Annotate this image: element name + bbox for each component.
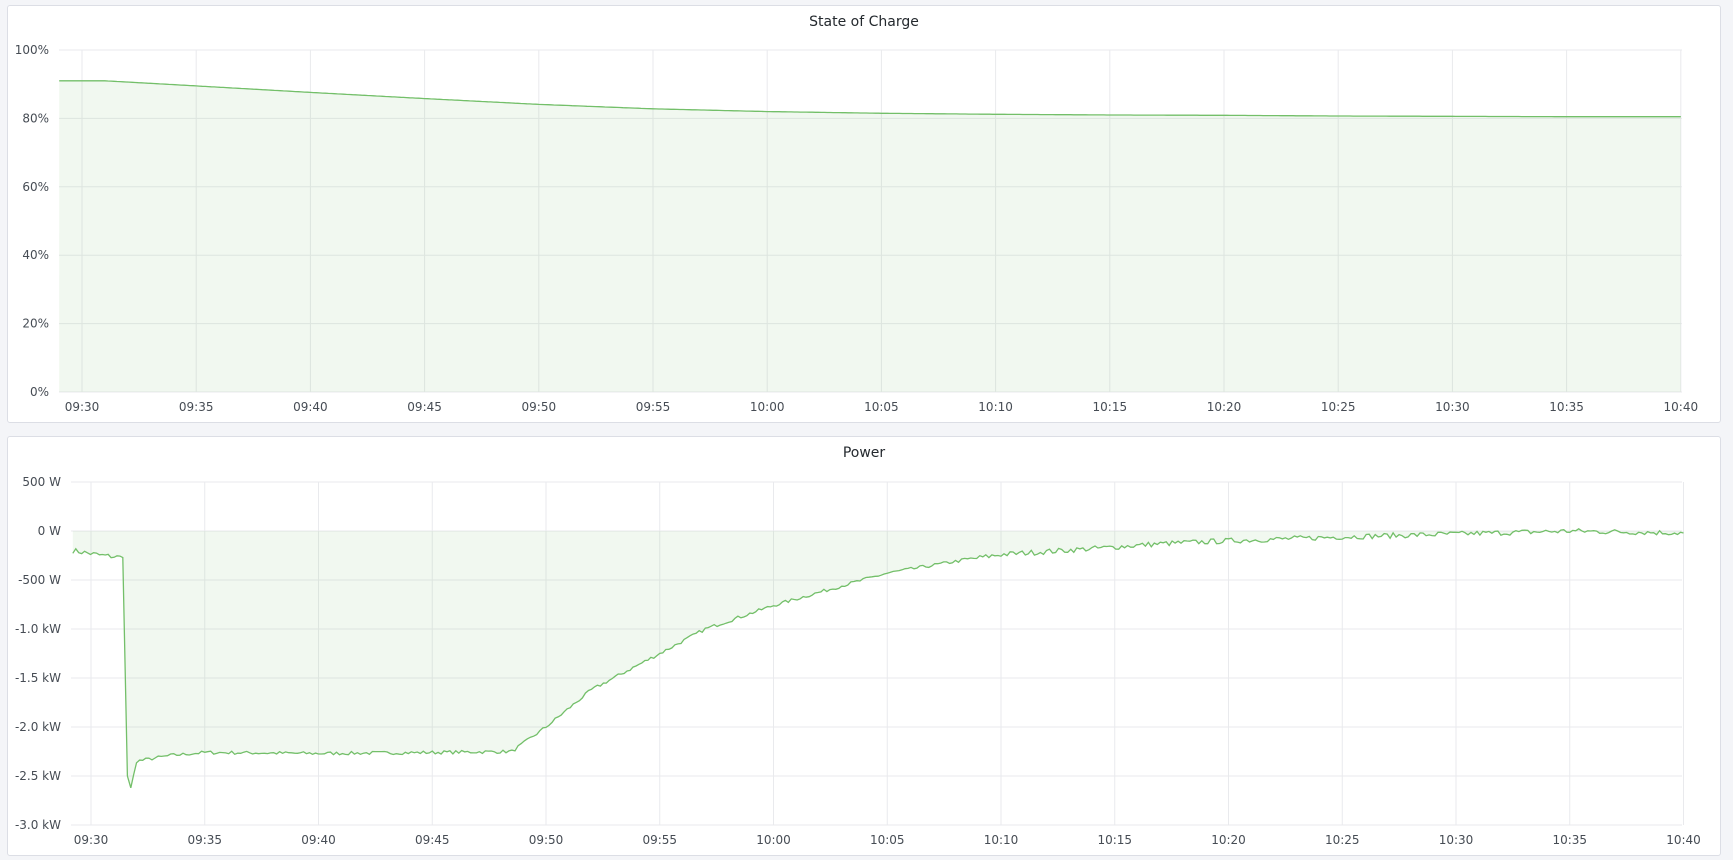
series-area (59, 80, 1681, 393)
y-tick-label: -2.5 kW (15, 769, 61, 783)
x-tick-label: 10:40 (1666, 833, 1701, 847)
x-tick-label: 10:40 (1664, 400, 1699, 414)
x-tick-label: 10:00 (756, 833, 791, 847)
y-tick-label: 60% (22, 180, 49, 194)
series-line (59, 80, 1681, 118)
y-tick-label: 40% (22, 248, 49, 262)
x-tick-label: 09:30 (74, 833, 109, 847)
power-chart: 500 W 0 W -500 W -1.0 kW -1.5 kW -2.0 kW -2.5 … (15, 475, 1701, 847)
x-tick-label: 09:40 (293, 400, 328, 414)
x-tick-label: 09:40 (301, 833, 336, 847)
y-tick-label: -1.0 kW (15, 622, 61, 636)
x-tick-label: 10:25 (1321, 400, 1356, 414)
y-tick-label: -500 W (18, 573, 61, 587)
series-line (72, 528, 1684, 788)
soc-panel: State of Charge 0% 20% 40% 60% 80% 100% 09:30 0… (7, 5, 1721, 423)
x-tick-label: 09:45 (415, 833, 450, 847)
x-tick-label: 09:35 (179, 400, 214, 414)
y-tick-label: 20% (22, 317, 49, 331)
x-tick-label: 09:55 (642, 833, 677, 847)
y-tick-label: -2.0 kW (15, 720, 61, 734)
x-tick-label: 10:15 (1093, 400, 1128, 414)
x-tick-label: 10:10 (984, 833, 1019, 847)
panel-title: Power (842, 445, 886, 461)
y-tick-label: -1.5 kW (15, 671, 61, 685)
x-tick-label: 09:55 (636, 400, 671, 414)
x-tick-label: 10:10 (978, 400, 1013, 414)
x-tick-label: 09:45 (407, 400, 442, 414)
x-tick-label: 10:30 (1439, 833, 1474, 847)
y-tick-label: 0% (30, 385, 49, 399)
y-tick-label: 500 W (22, 475, 61, 489)
x-tick-label: 09:30 (65, 400, 100, 414)
soc-chart: 0% 20% 40% 60% 80% 100% 09:30 09:35 09:40 09:45 09… (15, 43, 1699, 414)
y-tick-label: 0 W (38, 524, 61, 538)
x-tick-label: 10:05 (870, 833, 905, 847)
x-tick-label: 10:20 (1211, 833, 1246, 847)
y-tick-label: -3.0 kW (15, 818, 61, 832)
x-tick-label: 10:30 (1435, 400, 1470, 414)
x-tick-label: 10:20 (1207, 400, 1242, 414)
x-tick-label: 09:50 (529, 833, 564, 847)
y-tick-label: 80% (22, 111, 49, 125)
x-tick-label: 10:15 (1097, 833, 1132, 847)
x-tick-label: 10:25 (1325, 833, 1360, 847)
y-tick-label: 100% (15, 43, 49, 57)
x-tick-label: 09:35 (187, 833, 222, 847)
x-tick-label: 10:00 (750, 400, 785, 414)
x-tick-label: 10:35 (1549, 400, 1584, 414)
series-area (72, 528, 1684, 788)
panel-title: State of Charge (809, 14, 919, 30)
x-tick-label: 10:35 (1552, 833, 1587, 847)
x-tick-label: 10:05 (864, 400, 899, 414)
x-tick-label: 09:50 (522, 400, 557, 414)
power-panel: Power 500 W 0 W -500 W -1.0 kW -1.5 kW -2.0 k… (7, 436, 1721, 856)
